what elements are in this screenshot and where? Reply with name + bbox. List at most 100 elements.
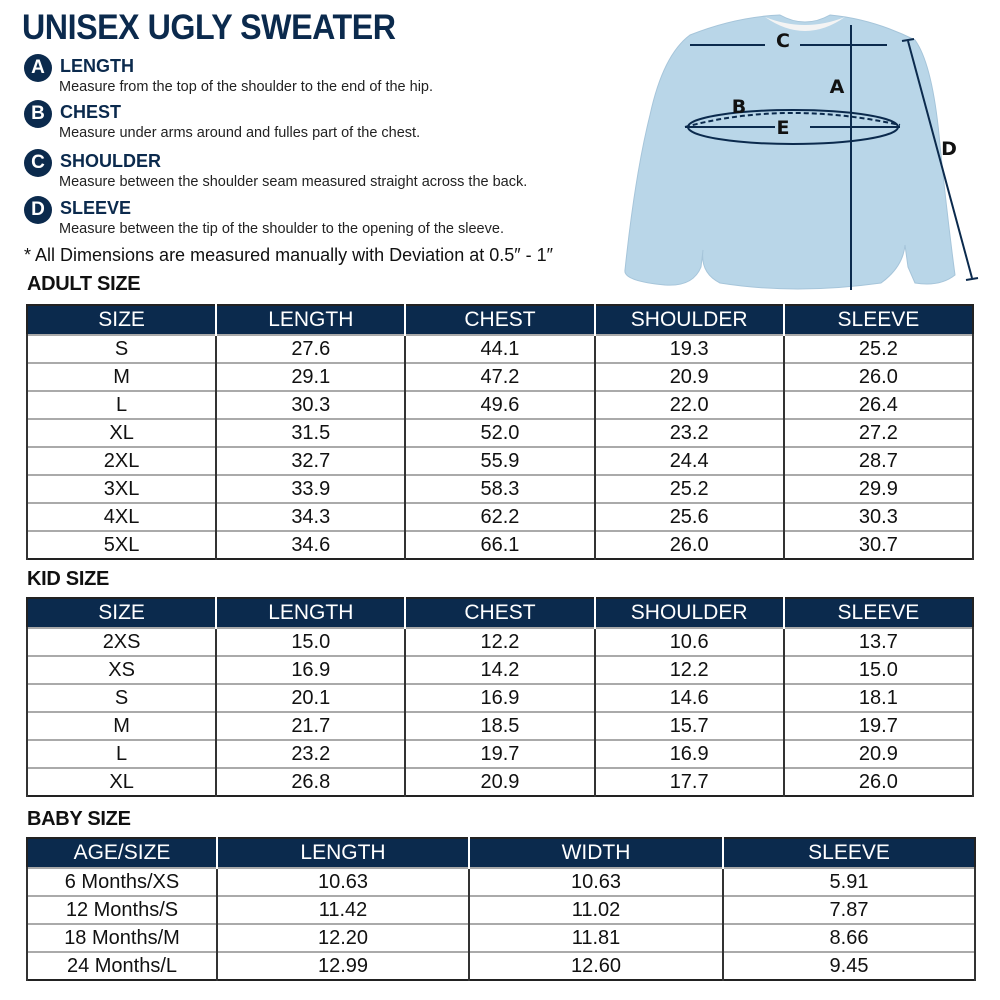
table-row: 5XL 34.6 66.1 26.0 30.7 [25, 530, 975, 559]
kid-size-heading: KID SIZE [27, 568, 110, 590]
table-cell: 18 Months/M [26, 923, 218, 952]
table-cell: 30.3 [215, 390, 407, 419]
baby-size-table: AGE/SIZE LENGTH WIDTH SLEEVE 6 Months/XS 10.6… [26, 837, 976, 981]
measure-description: Measure from the top of the shoulder to … [59, 79, 434, 95]
table-cell: 5.91 [722, 867, 976, 896]
table-cell: 26.0 [782, 767, 975, 796]
table-cell: 31.5 [215, 418, 407, 447]
column-header: SIZE [27, 305, 218, 335]
measure-description: Measure between the tip of the shoulder … [59, 221, 504, 237]
measure-description: Measure between the shoulder seam measur… [59, 174, 528, 190]
column-header: LENGTH [215, 598, 407, 628]
table-cell: 12.60 [468, 951, 724, 980]
table-cell: 32.7 [215, 446, 407, 475]
table-cell: 2XS [25, 627, 218, 656]
table-row: L 30.3 49.6 22.0 26.4 [25, 390, 975, 419]
column-header: SLEEVE [722, 838, 975, 868]
baby-size-heading: BABY SIZE [27, 808, 131, 830]
table-row: 3XL 33.9 58.3 25.2 29.9 [25, 474, 975, 503]
table-cell: 55.9 [404, 446, 596, 475]
column-header: SIZE [27, 598, 218, 628]
table-cell: 20.1 [215, 683, 407, 712]
table-cell: 34.3 [215, 502, 407, 531]
table-cell: 16.9 [593, 739, 785, 768]
table-cell: 9.45 [722, 951, 976, 980]
table-cell: XL [25, 767, 218, 796]
table-cell: 25.2 [782, 334, 975, 363]
table-cell: 2XL [25, 446, 218, 475]
table-cell: 26.0 [782, 362, 975, 391]
table-cell: 28.7 [782, 446, 975, 475]
table-cell: 12.2 [593, 655, 785, 684]
table-cell: 14.6 [593, 683, 785, 712]
table-cell: M [25, 711, 218, 740]
table-cell: 12 Months/S [26, 895, 218, 924]
column-header: LENGTH [215, 305, 407, 335]
table-cell: 34.6 [215, 530, 407, 559]
table-cell: 10.63 [216, 867, 470, 896]
table-cell: 23.2 [215, 739, 407, 768]
table-cell: 26.8 [215, 767, 407, 796]
table-cell: S [25, 683, 218, 712]
label-b: B [732, 96, 746, 118]
letter-badge: C [24, 149, 52, 177]
table-cell: 24 Months/L [26, 951, 218, 980]
table-row: 24 Months/L 12.99 12.60 9.45 [26, 951, 976, 980]
deviation-note: * All Dimensions are measured manually w… [24, 245, 553, 265]
column-header: SHOULDER [593, 305, 785, 335]
table-cell: 16.9 [404, 683, 596, 712]
column-header: SHOULDER [593, 598, 785, 628]
column-header: AGE/SIZE [27, 838, 218, 868]
table-cell: 11.81 [468, 923, 724, 952]
measure-label: CHEST [60, 102, 122, 122]
table-row: 18 Months/M 12.20 11.81 8.66 [26, 923, 976, 952]
table-cell: 33.9 [215, 474, 407, 503]
measure-label: SLEEVE [60, 198, 132, 218]
table-cell: 10.6 [593, 627, 785, 656]
table-cell: 25.2 [593, 474, 785, 503]
table-cell: 66.1 [404, 530, 596, 559]
table-row: 6 Months/XS 10.63 10.63 5.91 [26, 867, 976, 896]
column-header: CHEST [404, 305, 596, 335]
table-cell: 26.4 [782, 390, 975, 419]
table-cell: 44.1 [404, 334, 596, 363]
table-cell: 19.7 [782, 711, 975, 740]
label-c: C [776, 30, 790, 52]
adult-size-heading: ADULT SIZE [27, 273, 141, 295]
label-e: E [777, 117, 790, 139]
table-cell: 29.9 [782, 474, 975, 503]
table-cell: 30.3 [782, 502, 975, 531]
measure-label: LENGTH [60, 56, 134, 76]
table-cell: M [25, 362, 218, 391]
table-row: 2XS 15.0 12.2 10.6 13.7 [25, 627, 975, 656]
table-cell: 6 Months/XS [26, 867, 218, 896]
kid-size-table: SIZE LENGTH CHEST SHOULDER SLEEVE 2XS 15.0 12.2… [25, 597, 975, 797]
table-cell: 16.9 [215, 655, 407, 684]
table-cell: 15.0 [782, 655, 975, 684]
table-cell: S [25, 334, 218, 363]
table-row: XL 26.8 20.9 17.7 26.0 [25, 767, 975, 796]
table-cell: 23.2 [593, 418, 785, 447]
table-cell: 58.3 [404, 474, 596, 503]
table-row: M 21.7 18.5 15.7 19.7 [25, 711, 975, 740]
measure-description: Measure under arms around and fulles par… [59, 125, 421, 141]
adult-size-table: SIZE LENGTH CHEST SHOULDER SLEEVE S 27.6 44.1 19… [25, 304, 975, 560]
table-cell: 29.1 [215, 362, 407, 391]
table-cell: 30.7 [782, 530, 975, 559]
table-cell: 12.20 [216, 923, 470, 952]
table-cell: 17.7 [593, 767, 785, 796]
table-cell: 14.2 [404, 655, 596, 684]
table-cell: 18.5 [404, 711, 596, 740]
table-cell: L [25, 739, 218, 768]
table-cell: XL [25, 418, 218, 447]
sweater-body [624, 14, 956, 290]
table-cell: 19.7 [404, 739, 596, 768]
column-header: LENGTH [216, 838, 470, 868]
table-cell: 8.66 [722, 923, 976, 952]
table-cell: 22.0 [593, 390, 785, 419]
table-cell: 25.6 [593, 502, 785, 531]
table-row: M 29.1 47.2 20.9 26.0 [25, 362, 975, 391]
table-cell: 52.0 [404, 418, 596, 447]
table-cell: 62.2 [404, 502, 596, 531]
table-cell: 20.9 [404, 767, 596, 796]
